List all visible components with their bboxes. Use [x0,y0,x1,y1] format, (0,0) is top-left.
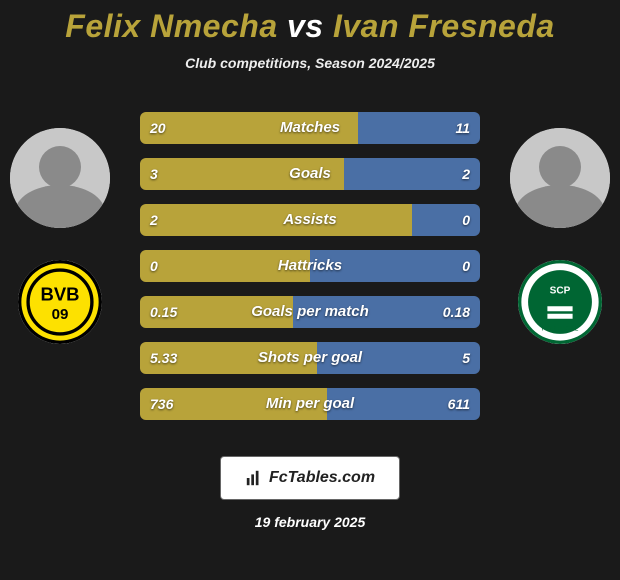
subtitle: Club competitions, Season 2024/2025 [0,55,620,71]
person-icon [10,128,110,228]
source-logo-text: FcTables.com [269,469,375,487]
stat-label: Goals [140,158,480,190]
stat-label: Matches [140,112,480,144]
stat-label: Assists [140,204,480,236]
svg-text:PORTUGAL: PORTUGAL [542,326,579,333]
stat-row: 5.335Shots per goal [140,342,480,374]
stat-row: 0.150.18Goals per match [140,296,480,328]
stat-row: 20Assists [140,204,480,236]
club-badge-icon: BVB 09 [18,260,102,344]
person-icon [510,128,610,228]
player2-name: Ivan Fresneda [333,8,555,44]
stat-label: Shots per goal [140,342,480,374]
stat-row: 736611Min per goal [140,388,480,420]
stat-label: Goals per match [140,296,480,328]
player1-name: Felix Nmecha [65,8,277,44]
stat-row: 2011Matches [140,112,480,144]
svg-text:BVB: BVB [41,283,80,304]
stat-label: Hattricks [140,250,480,282]
vs-label: vs [287,8,324,44]
player1-avatar [10,128,110,228]
stat-row: 32Goals [140,158,480,190]
club-badge-icon: SCP PORTUGAL [518,260,602,344]
player1-club-badge: BVB 09 [18,260,102,344]
svg-text:09: 09 [52,306,69,323]
player2-avatar [510,128,610,228]
stats-container: 2011Matches 32Goals 20Assists 00Hattricks 0.… [140,112,480,434]
chart-icon [245,469,263,487]
source-logo: FcTables.com [220,456,400,500]
player2-club-badge: SCP PORTUGAL [518,260,602,344]
svg-text:SCP: SCP [550,286,571,297]
date-label: 19 february 2025 [0,514,620,530]
stat-row: 00Hattricks [140,250,480,282]
stat-label: Min per goal [140,388,480,420]
comparison-title: Felix Nmecha vs Ivan Fresneda [0,0,620,45]
